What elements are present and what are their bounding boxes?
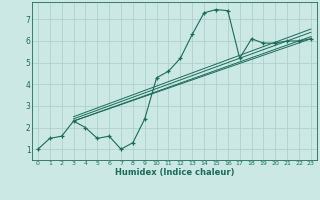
X-axis label: Humidex (Indice chaleur): Humidex (Indice chaleur) [115,168,234,177]
